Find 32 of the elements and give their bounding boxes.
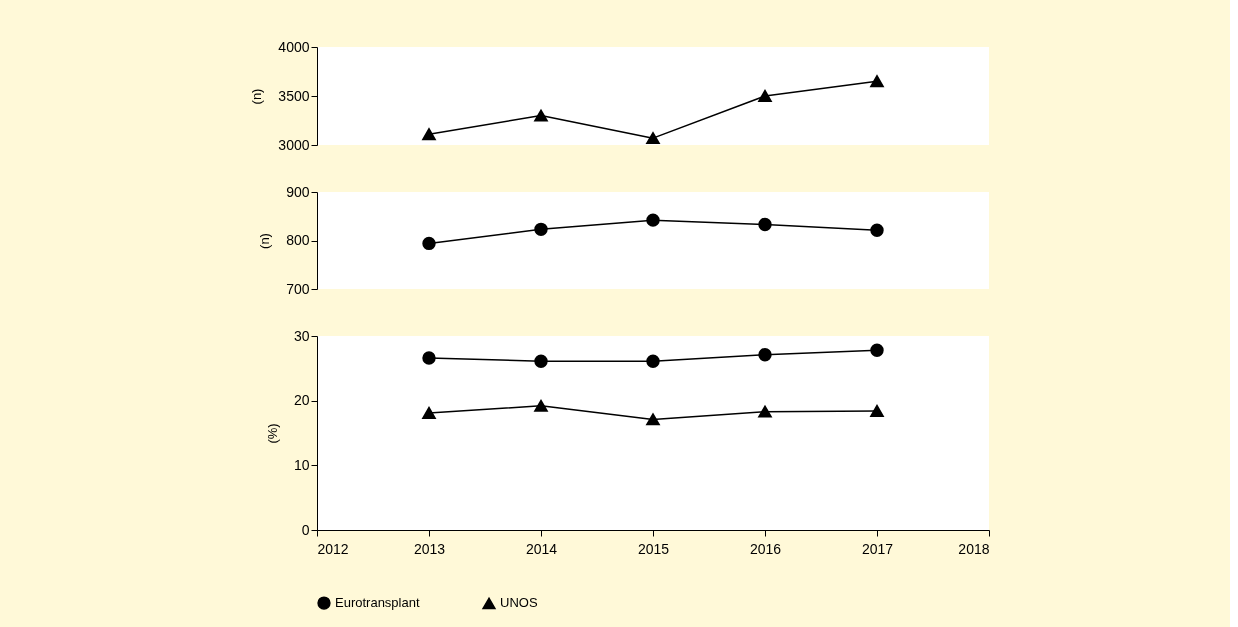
- legend-label: UNOS: [500, 595, 538, 611]
- point: [646, 213, 660, 227]
- legend-label: Eurotransplant: [335, 595, 420, 611]
- x-tick-label: 2018: [958, 540, 990, 557]
- point: [534, 109, 548, 122]
- y-axis-title: (n): [257, 233, 273, 249]
- point: [870, 223, 884, 237]
- x-tick-label: 2017: [861, 540, 894, 557]
- y-tick-label: 10: [293, 456, 310, 473]
- y-tick-label: 4000: [278, 38, 310, 55]
- point: [646, 132, 660, 145]
- y-tick-label: 3500: [278, 87, 310, 104]
- y-tick-label: 0: [301, 521, 310, 538]
- y-axis-title: (%): [264, 423, 280, 444]
- x-tick-label: 2016: [749, 540, 782, 557]
- x-tick-label: 2013: [413, 540, 446, 557]
- y-tick-label: 900: [286, 183, 310, 200]
- point: [534, 222, 548, 237]
- point: [422, 128, 436, 141]
- y-tick-label: 800: [286, 232, 310, 248]
- point: [758, 217, 772, 232]
- x-tick-label: 2014: [525, 540, 558, 557]
- y-tick-label: 3000: [278, 136, 310, 153]
- x-tick-label: 2015: [637, 540, 670, 557]
- y-tick-label: 30: [293, 327, 310, 344]
- y-tick-label: 20: [293, 392, 310, 409]
- point: [422, 236, 436, 251]
- x-tick-label: 2012: [317, 540, 349, 557]
- point: [758, 90, 772, 102]
- y-axis-title: (n): [249, 88, 265, 105]
- y-tick-label: 700: [286, 280, 310, 297]
- point: [870, 75, 884, 88]
